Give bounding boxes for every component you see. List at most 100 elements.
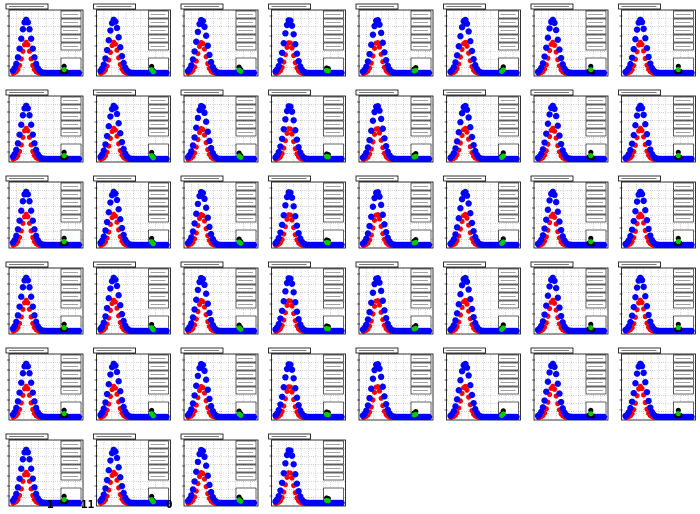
panel [268, 261, 346, 335]
panel [443, 89, 521, 163]
data-point-blue [275, 406, 282, 414]
data-point-blue [557, 54, 565, 62]
data-point-blue [468, 219, 476, 227]
data-point-blue [206, 223, 213, 231]
data-point-blue [539, 146, 547, 153]
data-point-blue [458, 367, 466, 375]
data-point-blue [376, 365, 383, 372]
data-point-blue [288, 194, 296, 201]
data-point-blue [364, 402, 372, 409]
data-point-blue [376, 21, 383, 28]
data-point-blue [379, 297, 386, 304]
data-point-blue [546, 25, 553, 32]
data-point-blue [117, 216, 124, 223]
data-point-blue [470, 141, 477, 149]
data-point-red [464, 43, 470, 49]
data-point-blue [628, 398, 636, 405]
data-point-blue [188, 320, 195, 327]
data-point-blue [543, 216, 550, 223]
data-point-blue [102, 399, 109, 406]
data-point-blue [371, 366, 378, 374]
data-point-blue [627, 232, 634, 240]
data-point-blue [600, 413, 608, 421]
data-point-blue [338, 327, 345, 335]
data-point-red [284, 216, 290, 222]
data-point-green [61, 67, 67, 73]
data-point-blue [207, 316, 215, 324]
data-point-blue [630, 303, 637, 311]
data-point-blue [163, 69, 170, 77]
data-point-blue [543, 388, 550, 395]
data-point-blue [19, 26, 27, 33]
data-point-blue [458, 23, 466, 31]
data-point-blue [379, 211, 386, 218]
data-point-blue [470, 227, 477, 235]
data-point-blue [463, 364, 471, 371]
data-point-blue [282, 116, 289, 123]
data-point-blue [287, 17, 294, 24]
data-point-blue [193, 382, 200, 389]
data-point-blue [201, 281, 208, 289]
data-point-blue [425, 327, 433, 335]
data-point-blue [642, 35, 649, 42]
data-point-blue [191, 306, 198, 313]
data-point-red [639, 385, 645, 392]
data-point-blue [369, 31, 377, 38]
data-point-blue [24, 105, 32, 112]
data-point-blue [458, 281, 466, 289]
panel [5, 89, 84, 163]
data-point-blue [630, 45, 637, 53]
data-point-blue [467, 382, 474, 389]
data-point-blue [368, 299, 375, 306]
data-point-blue [640, 197, 647, 205]
data-point-blue [103, 390, 111, 398]
data-point-blue [363, 407, 370, 414]
data-point-blue [287, 103, 294, 110]
data-point-blue [425, 241, 433, 249]
data-point-blue [463, 20, 471, 27]
data-point-blue [457, 291, 464, 298]
data-point-blue [364, 316, 372, 323]
data-point-blue [513, 327, 520, 335]
panel [5, 3, 84, 77]
data-point-blue [207, 402, 215, 410]
panel [180, 175, 259, 249]
data-point-green [413, 411, 419, 417]
data-point-red [375, 298, 381, 304]
data-point-green [675, 239, 681, 245]
data-point-red [200, 212, 206, 219]
data-point-blue [425, 69, 433, 77]
data-point-green [238, 154, 244, 160]
panel [618, 261, 696, 335]
data-point-blue [381, 307, 388, 314]
data-point-blue [363, 321, 370, 328]
data-point-blue [513, 413, 520, 421]
data-point-red [287, 126, 293, 132]
data-point-blue [202, 290, 210, 297]
data-point-green [150, 69, 156, 75]
data-point-red [376, 302, 383, 308]
data-point-blue [630, 131, 637, 139]
data-point-red [284, 44, 290, 50]
data-point-green [413, 67, 419, 73]
data-point-blue [556, 390, 563, 397]
data-point-blue [381, 135, 388, 142]
data-point-blue [207, 144, 215, 152]
data-point-green [500, 411, 506, 417]
data-point-blue [645, 225, 652, 233]
data-point-blue [115, 378, 122, 385]
data-point-blue [455, 43, 462, 50]
data-point-blue [465, 200, 472, 207]
data-point-blue [199, 17, 207, 25]
data-point-blue [13, 60, 20, 68]
panel [355, 347, 434, 421]
data-point-blue [552, 370, 560, 378]
data-point-blue [105, 209, 112, 216]
data-point-blue [199, 103, 207, 111]
data-point-blue [107, 27, 114, 34]
panel [530, 175, 609, 249]
data-point-blue [287, 361, 294, 368]
data-point-blue [14, 140, 22, 147]
data-point-blue [250, 413, 258, 421]
data-point-blue [280, 126, 287, 133]
